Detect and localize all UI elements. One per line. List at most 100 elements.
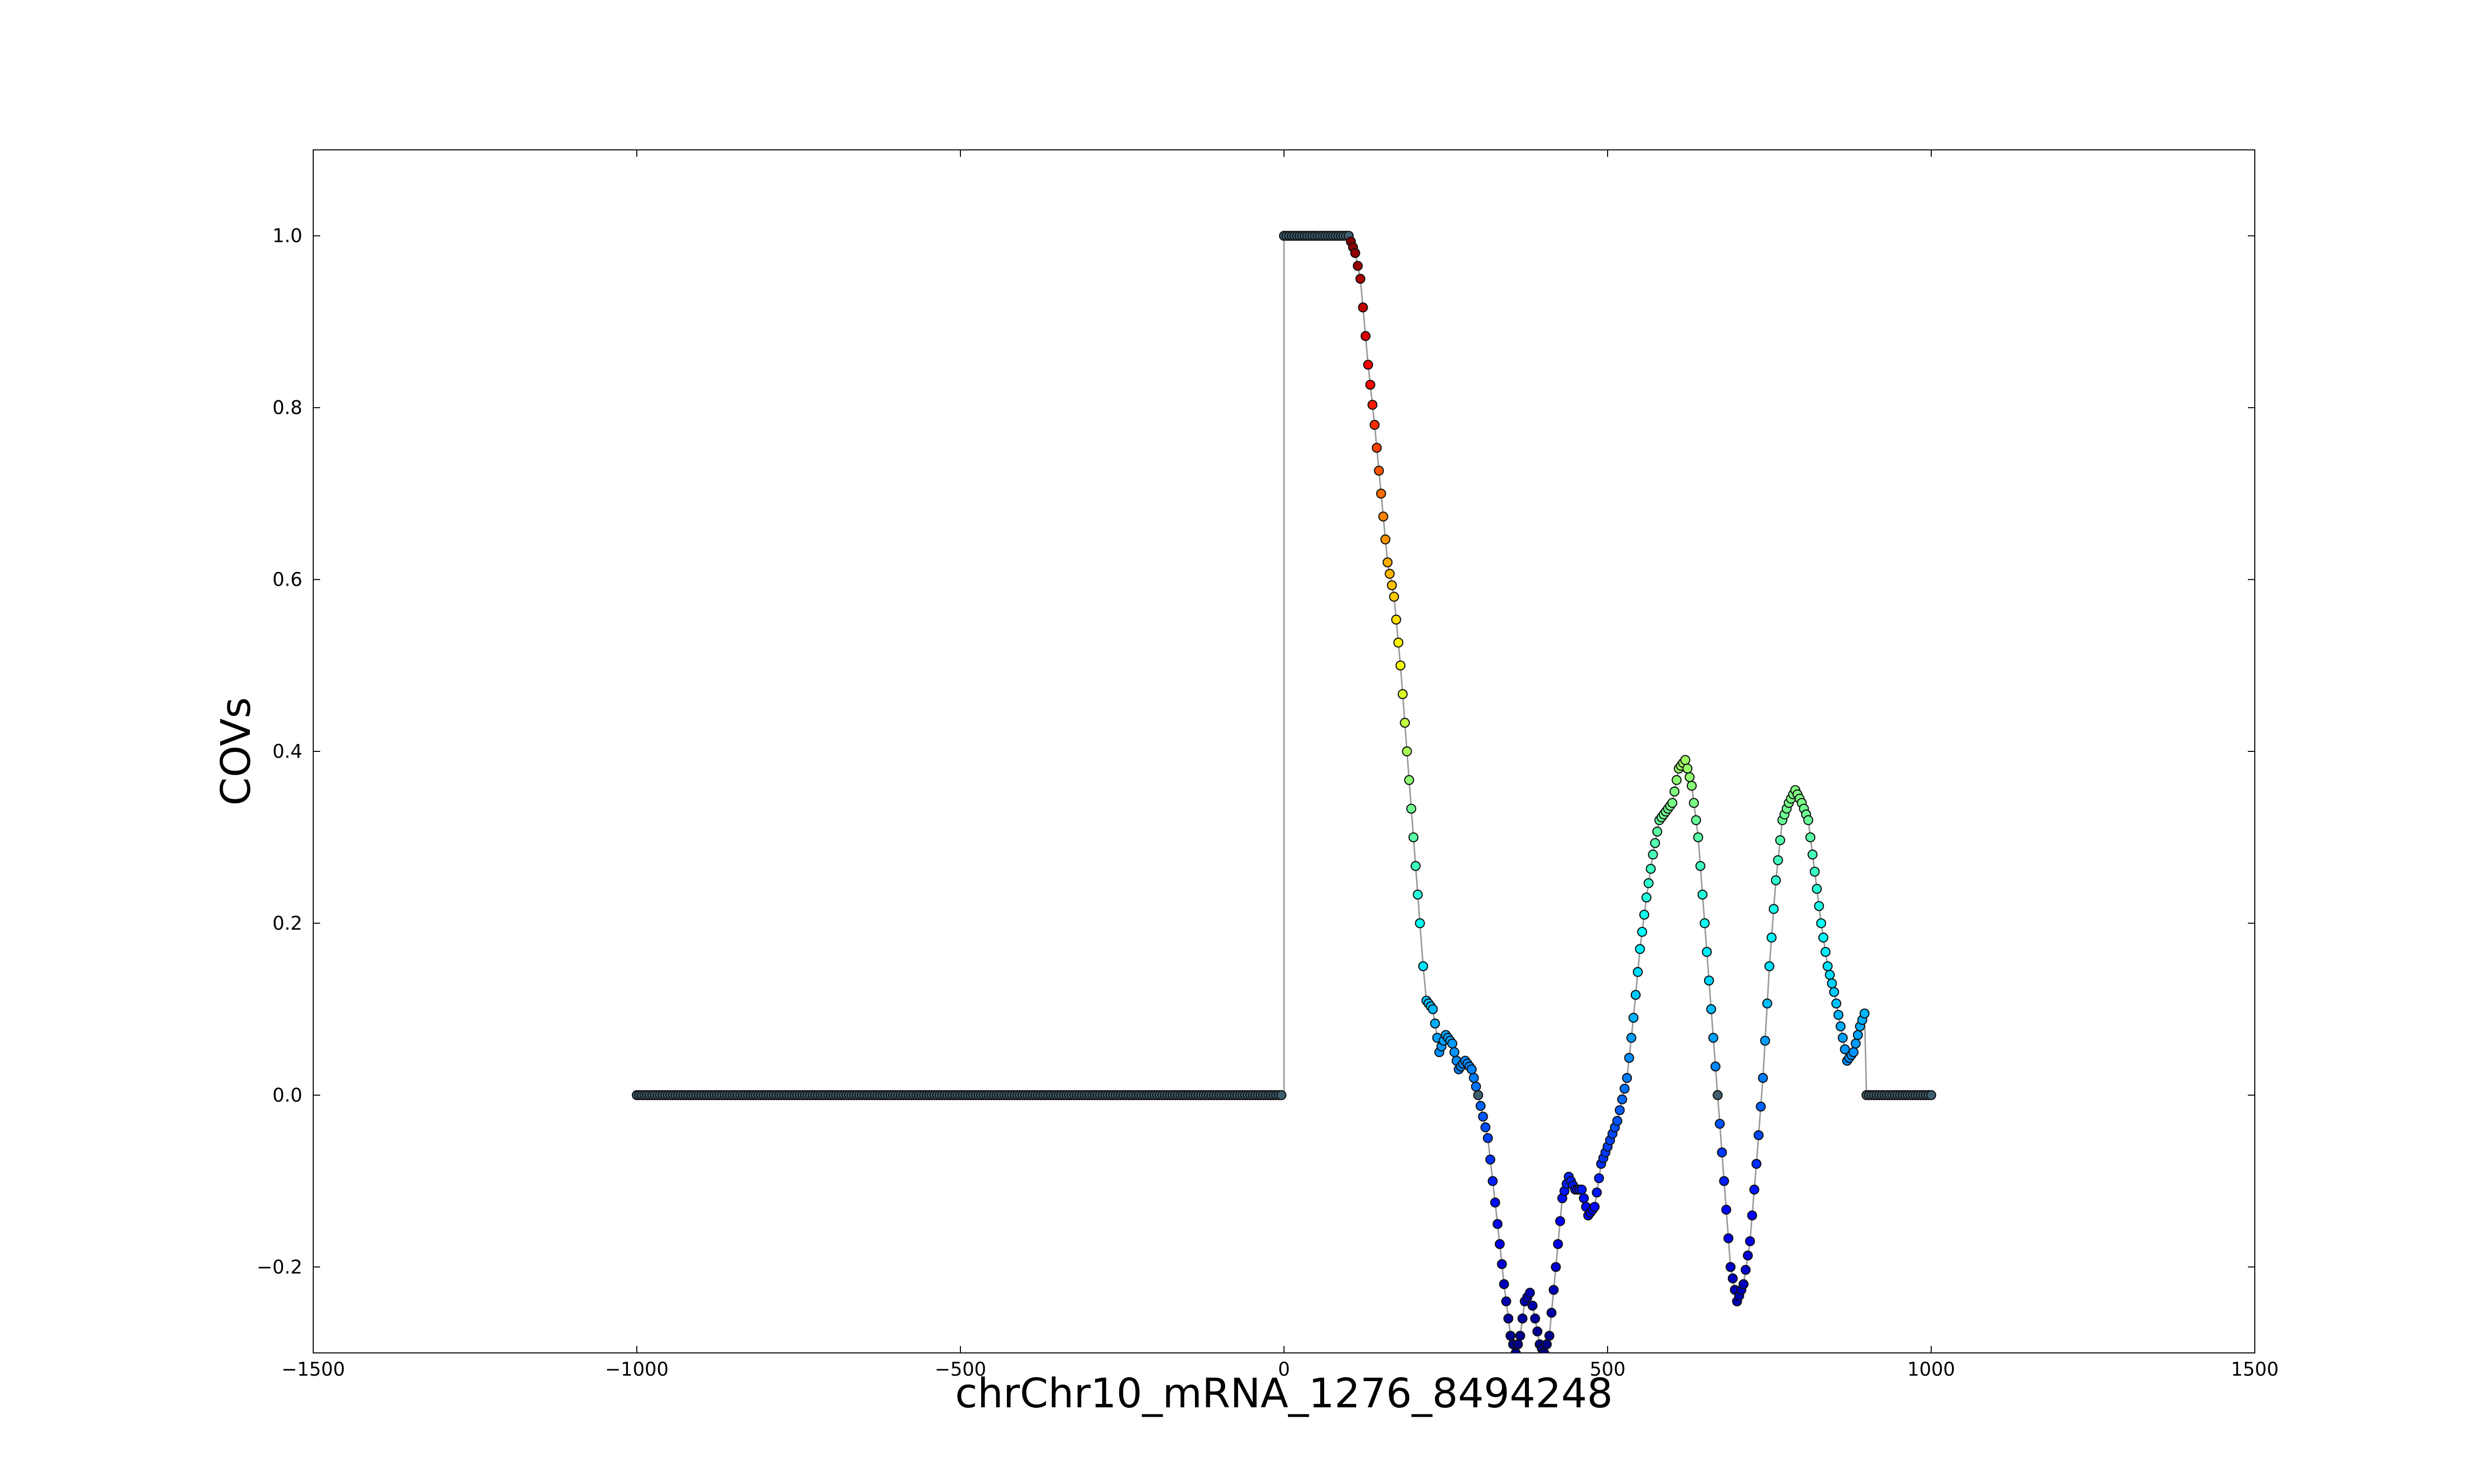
data-point	[1467, 1064, 1477, 1074]
data-point	[1372, 443, 1382, 453]
data-point	[1723, 1233, 1734, 1244]
data-point	[1814, 901, 1824, 911]
data-point	[1848, 1047, 1859, 1058]
data-point	[1551, 1262, 1561, 1272]
data-point	[1513, 1339, 1523, 1349]
data-point	[1751, 1159, 1761, 1169]
data-point	[1475, 1101, 1486, 1111]
data-point	[1825, 970, 1835, 980]
data-point	[1619, 1083, 1630, 1094]
data-point	[1499, 1279, 1509, 1290]
data-point	[1643, 878, 1654, 888]
data-point	[1669, 786, 1680, 797]
data-point	[1756, 1101, 1766, 1112]
data-point	[1404, 775, 1414, 786]
data-point	[1764, 961, 1775, 972]
data-point	[1639, 909, 1650, 920]
data-point	[1626, 1032, 1637, 1043]
data-point	[1831, 998, 1842, 1009]
x-tick-label: 0	[1278, 1358, 1290, 1380]
data-point	[1389, 592, 1399, 602]
data-point	[1851, 1038, 1861, 1049]
data-point	[1447, 1038, 1458, 1049]
data-point	[1505, 1331, 1516, 1341]
data-point	[1838, 1032, 1848, 1043]
data-point	[1503, 1313, 1514, 1324]
data-point	[1622, 1073, 1632, 1083]
data-point	[1592, 1187, 1602, 1198]
data-point	[1803, 815, 1813, 826]
data-point	[1530, 1313, 1540, 1324]
data-point	[1397, 689, 1408, 699]
data-point	[1553, 1239, 1563, 1250]
data-point	[1576, 1184, 1587, 1195]
data-point	[1615, 1105, 1625, 1115]
data-point	[1717, 1147, 1727, 1158]
data-point	[1391, 614, 1401, 625]
data-point	[1710, 1061, 1721, 1072]
y-tick-label: 0.6	[273, 569, 302, 591]
data-point	[1829, 987, 1839, 997]
x-tick-label: −1000	[605, 1358, 669, 1380]
x-axis-ticks: −1500 −1000 −500 0 500 1000 1500	[282, 150, 2279, 1380]
data-point	[1350, 248, 1360, 258]
data-point	[1402, 746, 1412, 757]
data-point	[1727, 1273, 1738, 1284]
series-layer	[631, 231, 1937, 1353]
data-point	[1382, 557, 1393, 567]
data-point	[1415, 918, 1425, 928]
data-point	[1771, 875, 1781, 885]
data-point	[1594, 1173, 1604, 1183]
data-point	[1708, 1032, 1718, 1043]
data-point	[1367, 400, 1378, 410]
data-point	[1853, 1030, 1863, 1040]
data-point	[1650, 838, 1660, 848]
data-point	[1773, 855, 1783, 866]
data-point	[1527, 1300, 1538, 1311]
y-axis-ticks: −0.2 0.0 0.2 0.4 0.6 0.8 1.0	[257, 225, 2255, 1278]
data-point	[1480, 1122, 1491, 1133]
data-point	[1541, 1339, 1552, 1349]
data-point	[1630, 990, 1641, 1000]
data-point	[1524, 1288, 1535, 1298]
data-point	[1418, 961, 1428, 972]
x-tick-label: 500	[1590, 1358, 1626, 1380]
data-point	[1652, 826, 1663, 837]
data-point	[1376, 488, 1386, 499]
data-point	[1360, 331, 1371, 341]
data-point	[1702, 947, 1712, 957]
data-point	[1700, 918, 1710, 928]
data-point	[1370, 419, 1380, 430]
x-tick-label: 1500	[2231, 1358, 2279, 1380]
data-point	[1697, 889, 1708, 900]
data-point	[1637, 927, 1647, 937]
data-point	[1704, 975, 1714, 986]
data-point	[1413, 889, 1423, 900]
data-point	[1820, 947, 1831, 957]
x-tick-label: 1000	[1907, 1358, 1955, 1380]
data-point	[1680, 755, 1691, 765]
data-point	[1740, 1265, 1751, 1275]
data-point	[1713, 1090, 1723, 1100]
data-point	[1544, 1331, 1555, 1341]
data-point	[1469, 1073, 1479, 1083]
data-point	[1758, 1073, 1768, 1083]
data-point	[1353, 261, 1363, 271]
data-point	[1816, 918, 1826, 928]
data-point	[1768, 904, 1779, 914]
data-point	[1671, 775, 1682, 786]
data-point	[1617, 1094, 1627, 1105]
data-point	[1497, 1259, 1507, 1269]
data-point	[1589, 1202, 1600, 1212]
data-point	[1632, 967, 1643, 977]
data-point	[1706, 1004, 1716, 1015]
data-point	[1406, 803, 1417, 814]
data-point	[1859, 1008, 1870, 1019]
data-point	[1693, 832, 1704, 842]
data-point	[1492, 1219, 1503, 1229]
x-tick-label: −500	[935, 1358, 986, 1380]
data-point	[1805, 832, 1815, 842]
data-point	[1648, 849, 1658, 860]
